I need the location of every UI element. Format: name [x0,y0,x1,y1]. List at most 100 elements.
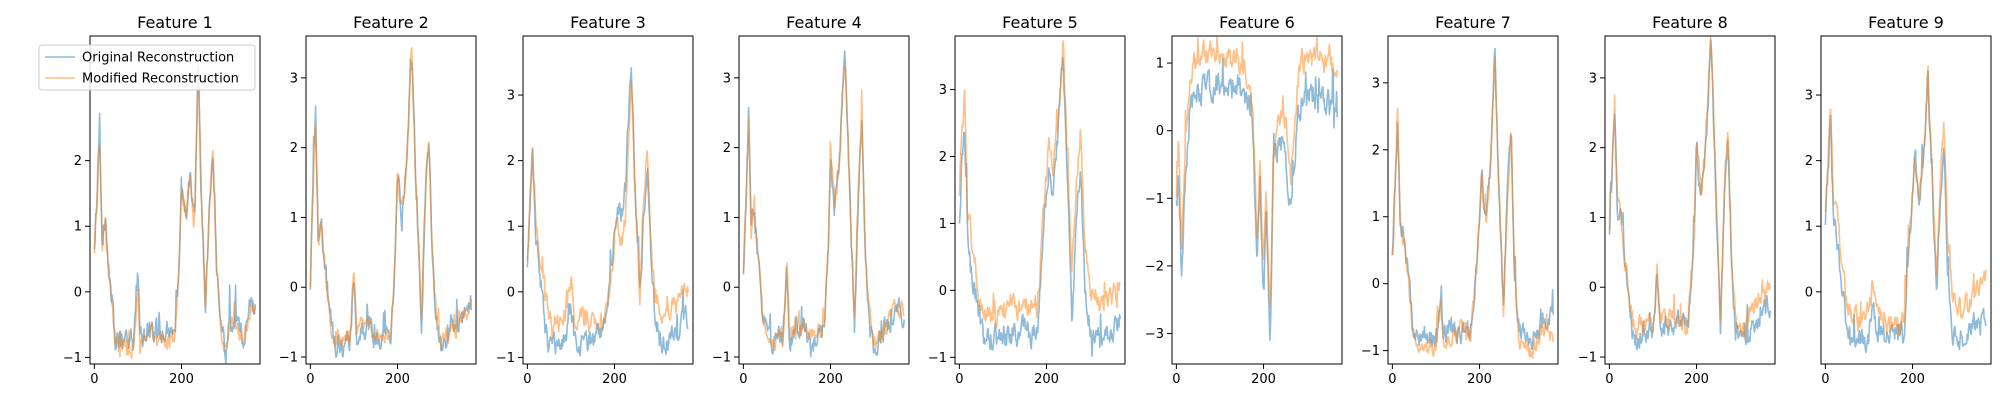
x-tick-label: 200 [602,372,627,387]
series-line-original [309,58,472,358]
panel-title: Feature 9 [1868,13,1944,32]
panel-title: Feature 8 [1652,13,1728,32]
series-line-modified [93,70,256,360]
y-tick-label: 2 [1589,141,1597,156]
panel-title: Feature 6 [1219,13,1295,32]
y-tick-label: 2 [290,141,298,156]
y-tick-label: 1 [507,220,515,235]
y-tick-label: 1 [74,220,82,235]
legend: Original Reconstruction Modified Reconstr… [38,44,256,91]
y-tick-label: 3 [939,83,947,98]
y-tick-label: 0 [1805,285,1813,300]
panel-feature-4: Feature 4 0 200 −1 0 1 2 3 [712,13,910,387]
y-tick-label: −1 [496,351,515,366]
y-tick-label: −1 [1578,351,1597,366]
y-tick-label: −1 [1361,344,1380,359]
series-line-modified [1175,36,1338,308]
panel-title: Feature 1 [137,13,213,32]
y-tick-label: 3 [1805,89,1813,104]
x-tick-label: 200 [1900,372,1925,387]
y-tick-label: 1 [939,217,947,232]
y-tick-label: 3 [723,71,731,86]
panel-feature-5: Feature 5 0 200 −1 0 1 2 3 [928,13,1126,387]
y-tick-label: 1 [290,211,298,226]
y-tick-label: 3 [507,89,515,104]
y-tick-label: 1 [1156,57,1164,72]
y-tick-label: 0 [939,284,947,299]
panel-feature-6: Feature 6 0 200 −3 −2 −1 0 1 [1145,13,1343,387]
y-tick-label: −1 [279,351,298,366]
axes-frame [954,35,1126,365]
panel-feature-3: Feature 3 0 200 −1 0 1 2 3 [496,13,694,387]
panel-feature-8: Feature 8 0 200 −1 0 1 2 3 [1578,13,1776,387]
y-tick-label: 1 [1805,220,1813,235]
axes-frame [89,35,261,365]
y-tick-label: −1 [63,351,82,366]
x-tick-label: 0 [1605,372,1613,387]
y-tick-label: 2 [74,154,82,169]
legend-label: Original Reconstruction [82,51,234,66]
y-tick-label: 3 [290,71,298,86]
panel-feature-1: Feature 1 0 200 −1 0 1 2 [63,13,261,387]
axes-frame [1604,35,1776,365]
x-tick-label: 200 [1251,372,1276,387]
x-tick-label: 0 [739,372,747,387]
series-line-modified [526,79,689,339]
axes-frame [738,35,910,365]
series-line-modified [1391,56,1554,359]
y-tick-label: −1 [1145,192,1164,207]
series-line-modified [742,65,905,352]
legend-label: Modified Reconstruction [82,72,239,87]
y-tick-label: 2 [939,150,947,165]
x-tick-label: 200 [1467,372,1492,387]
y-tick-label: 3 [1589,71,1597,86]
x-tick-label: 0 [523,372,531,387]
x-tick-label: 200 [169,372,194,387]
y-tick-label: −2 [1145,259,1164,274]
y-tick-label: 0 [1156,124,1164,139]
panel-feature-7: Feature 7 0 200 −1 0 1 2 3 [1361,13,1559,387]
y-tick-label: 0 [290,281,298,296]
x-tick-label: 200 [385,372,410,387]
y-tick-label: 0 [507,285,515,300]
y-tick-label: −3 [1145,327,1164,342]
y-tick-label: 1 [723,211,731,226]
y-tick-label: 2 [507,154,515,169]
axes-frame [1820,35,1992,365]
y-tick-label: 2 [1805,154,1813,169]
axes-frame [522,35,694,365]
y-tick-label: −1 [712,351,731,366]
x-tick-label: 200 [818,372,843,387]
series-line-modified [958,40,1121,329]
x-tick-label: 0 [306,372,314,387]
panel-title: Feature 5 [1002,13,1078,32]
series-line-modified [309,47,472,351]
panel-feature-2: Feature 2 0 200 −1 0 1 2 3 [279,13,477,387]
panel-title: Feature 3 [570,13,646,32]
y-tick-label: −1 [928,351,947,366]
axes-frame [1387,35,1559,365]
panel-title: Feature 7 [1435,13,1511,32]
panel-title: Feature 2 [353,13,429,32]
series-line-original [526,67,689,357]
series-line-original [1175,57,1338,342]
y-tick-label: 2 [723,141,731,156]
y-tick-label: 2 [1372,143,1380,158]
x-tick-label: 0 [955,372,963,387]
panel-title: Feature 4 [786,13,862,32]
axes-frame [305,35,477,365]
y-tick-label: 0 [1372,277,1380,292]
y-tick-label: 3 [1372,76,1380,91]
legend-box [38,44,256,91]
y-tick-label: 0 [74,285,82,300]
axes-frame [1171,35,1343,365]
series-line-modified [1824,65,1987,337]
x-tick-label: 0 [1172,372,1180,387]
series-line-original [1608,39,1771,351]
y-tick-label: 0 [723,281,731,296]
x-tick-label: 0 [90,372,98,387]
series-line-original [1824,70,1987,354]
x-tick-label: 0 [1388,372,1396,387]
x-tick-label: 200 [1684,372,1709,387]
